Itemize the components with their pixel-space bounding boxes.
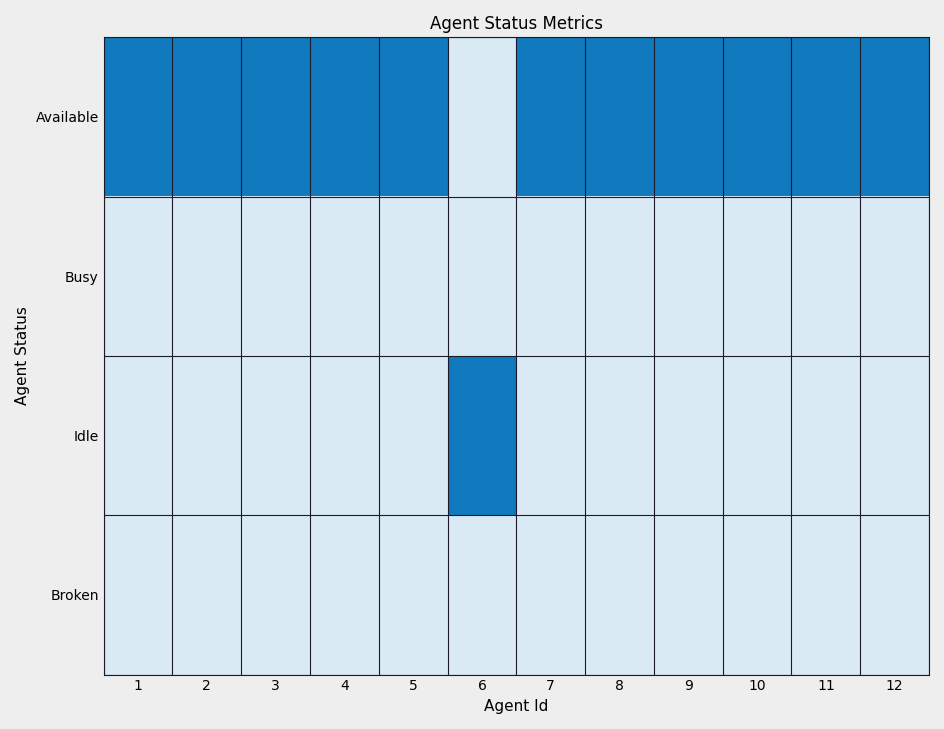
Y-axis label: Agent Status: Agent Status (15, 306, 30, 405)
Title: Agent Status Metrics: Agent Status Metrics (430, 15, 603, 33)
X-axis label: Agent Id: Agent Id (484, 699, 548, 714)
